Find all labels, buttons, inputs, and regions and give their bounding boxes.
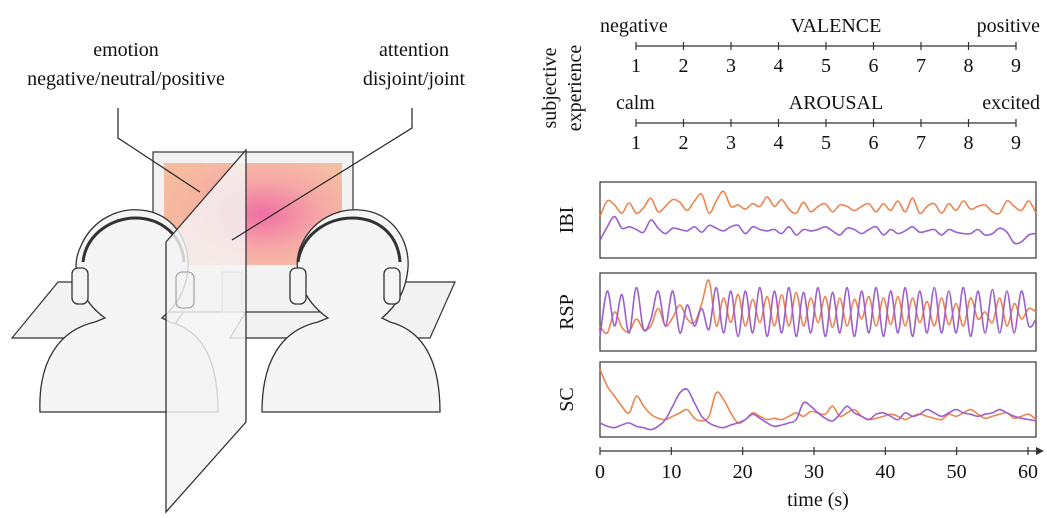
panel-frame xyxy=(599,272,1037,352)
signal-panels: IBI RSP SC xyxy=(556,181,1037,438)
scale-tick-label: 5 xyxy=(821,132,831,154)
time-tick-label: 40 xyxy=(875,461,895,483)
panel-sc: SC xyxy=(556,361,1037,438)
scale-tick-label: 1 xyxy=(631,55,641,77)
side-label-line1: subjective xyxy=(539,47,561,128)
person-right xyxy=(261,209,441,413)
scale-tick-label: 8 xyxy=(964,132,974,154)
scale-tick-label: 9 xyxy=(1011,132,1021,154)
scale-high-anchor: positive xyxy=(977,15,1040,37)
panel-ylabel: RSP xyxy=(556,294,578,330)
emotion-label: emotion xyxy=(93,39,159,61)
attention-pointer xyxy=(231,108,413,241)
series-purple-line xyxy=(599,388,1037,431)
panel-ylabel: SC xyxy=(556,387,578,411)
time-tick-label: 10 xyxy=(661,461,681,483)
scale-tick-label: 7 xyxy=(916,55,926,77)
scale-tick-label: 8 xyxy=(964,55,974,77)
attention-label: attention xyxy=(379,39,449,61)
scale-low-anchor: calm xyxy=(616,92,655,114)
experiment-illustration: emotion negative/neutral/positive attent… xyxy=(10,39,466,514)
scale-title: AROUSAL xyxy=(789,92,883,114)
series-purple-line xyxy=(599,286,1037,338)
emotion-options: negative/neutral/positive xyxy=(27,68,225,90)
scale-tick-label: 1 xyxy=(631,132,641,154)
time-tick-label: 50 xyxy=(947,461,967,483)
scale-high-anchor: excited xyxy=(982,92,1040,114)
panel-ibi: IBI xyxy=(556,181,1037,259)
rating-scales: VALENCE negative positive 1 2 3 4 5 6 7 8 9 AROUSAL c… xyxy=(600,15,1040,154)
time-axis-arrow xyxy=(1036,447,1044,455)
emotion-pointer xyxy=(117,108,201,193)
scale-low-anchor: negative xyxy=(600,15,668,37)
panel-rsp: RSP xyxy=(556,272,1037,352)
scale-tick-label: 5 xyxy=(821,55,831,77)
scale-arousal: AROUSAL calm excited 1 2 3 4 5 6 7 8 9 xyxy=(616,92,1040,154)
time-tick-label: 60 xyxy=(1018,461,1038,483)
time-axis-label: time (s) xyxy=(787,489,849,511)
scale-tick-label: 3 xyxy=(726,55,736,77)
time-tick-label: 0 xyxy=(595,461,605,483)
series-purple-line xyxy=(599,215,1037,245)
scale-tick-label: 7 xyxy=(916,132,926,154)
attention-options: disjoint/joint xyxy=(363,68,466,90)
scale-title: VALENCE xyxy=(791,15,882,37)
headphone-through-partition xyxy=(175,271,195,309)
scale-tick-label: 3 xyxy=(726,132,736,154)
series-orange-line xyxy=(599,369,1037,424)
panel-ylabel: IBI xyxy=(556,207,578,234)
scale-valence: VALENCE negative positive 1 2 3 4 5 6 7 8 9 xyxy=(600,15,1040,77)
side-label-line2: experience xyxy=(564,45,586,132)
scale-tick-label: 2 xyxy=(679,55,689,77)
scale-tick-label: 4 xyxy=(774,132,784,154)
scale-tick-label: 4 xyxy=(774,55,784,77)
scale-tick-label: 9 xyxy=(1011,55,1021,77)
time-axis: 0 10 20 30 40 50 60 time (s) xyxy=(595,447,1044,511)
series-orange-line xyxy=(599,279,1037,335)
panel-frame xyxy=(599,181,1037,259)
time-tick-label: 30 xyxy=(804,461,824,483)
time-tick-label: 20 xyxy=(733,461,753,483)
scale-tick-label: 2 xyxy=(679,132,689,154)
partition xyxy=(165,148,247,514)
scale-tick-label: 6 xyxy=(869,55,879,77)
subjective-experience: subjective experience VALENCE negative pos… xyxy=(539,15,1040,154)
scale-tick-label: 6 xyxy=(869,132,879,154)
panel-frame xyxy=(599,361,1037,438)
series-orange-line xyxy=(599,190,1037,217)
